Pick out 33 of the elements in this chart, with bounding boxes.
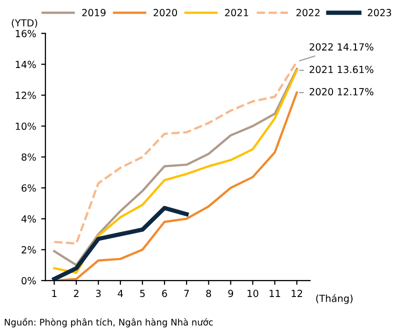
y-tick-label: 10% (16, 122, 36, 130)
legend-label: 2021 (225, 8, 248, 16)
x-tick-label: 8 (206, 290, 212, 298)
y-tick-label: 0% (22, 277, 36, 284)
x-tick-label: 7 (184, 290, 189, 297)
x-tick-label: 4 (118, 290, 123, 297)
x-axis-title: (Tháng) (316, 294, 353, 304)
x-tick-label: 12 (292, 290, 302, 297)
x-tick-label: 5 (140, 290, 145, 298)
x-tick-label: 9 (228, 290, 234, 298)
y-tick-label: 6% (22, 184, 36, 192)
y-tick-label: 8% (22, 153, 36, 161)
x-tick-label: 10 (248, 290, 258, 298)
y-tick-label: 12% (16, 92, 36, 100)
legend-label: 2020 (154, 8, 178, 16)
x-tick-label: 3 (96, 290, 101, 298)
x-tick-label: 2 (74, 290, 78, 297)
y-tick-label: 2% (22, 246, 36, 254)
y-tick-label: 4% (21, 215, 36, 223)
y-tick-label: 16% (16, 30, 36, 38)
legend-label: 2023 (368, 8, 392, 16)
annotation: 2020 12.17% (310, 88, 374, 96)
x-tick-label: 1 (52, 290, 56, 297)
x-tick-label: 11 (270, 290, 280, 297)
annotation: 2021 13.61% (310, 66, 374, 74)
legend-label: 2019 (82, 8, 106, 16)
text: Nguồn: Phòng phân tích, Ngân hàng Nhà nước (4, 318, 213, 328)
legend-label: 2022 (296, 8, 320, 16)
y-axis-title: (YTD) (12, 19, 38, 28)
x-tick-label: 6 (162, 290, 167, 298)
annotation: 2022 14.17% (310, 43, 374, 51)
line-series (52, 206, 189, 281)
y-tick-label: 14% (16, 60, 36, 68)
